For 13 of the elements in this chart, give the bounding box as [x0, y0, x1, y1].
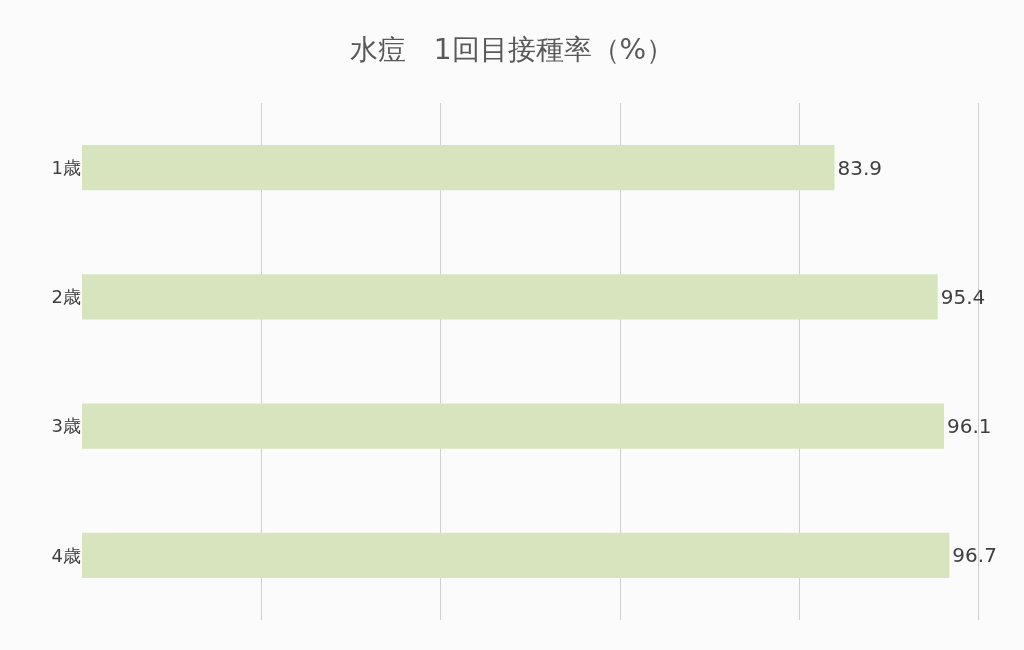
chart-title: 水痘 1回目接種率（%）: [349, 32, 675, 66]
y-tick-label: 4歳: [51, 544, 81, 566]
data-label: 95.4: [940, 284, 986, 309]
data-label: 96.7: [952, 543, 997, 568]
bar: [82, 403, 944, 449]
bar: [82, 532, 950, 578]
data-label: 96.1: [946, 414, 992, 439]
bar: [82, 145, 835, 191]
y-tick-label: 2歳: [51, 286, 81, 308]
data-label: 83.9: [837, 155, 883, 180]
bar: [82, 274, 938, 320]
y-tick-label: 3歳: [51, 415, 81, 437]
y-tick-label: 1歳: [51, 156, 81, 178]
